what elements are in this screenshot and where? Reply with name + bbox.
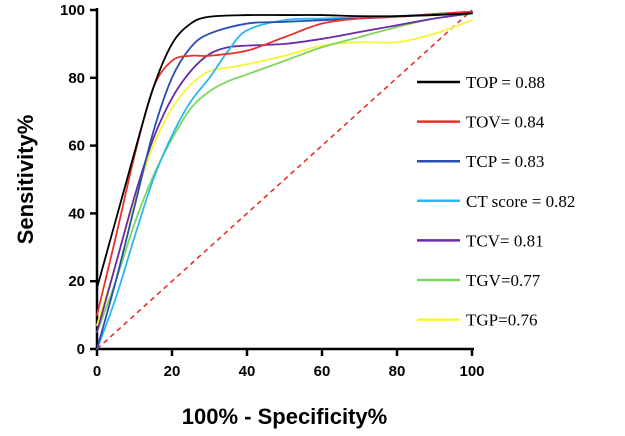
y-tick-label: 80 — [68, 70, 85, 87]
reference-diagonal-line — [96, 9, 473, 350]
x-tick-label: 20 — [164, 363, 181, 380]
legend-label: CT score = 0.82 — [466, 192, 575, 211]
legend-label: TGV=0.77 — [466, 271, 541, 290]
y-tick-label: 20 — [68, 273, 85, 290]
ticks: 0 20 40 60 80 100 0 20 40 60 80 100 — [60, 2, 485, 380]
y-tick-label: 40 — [68, 205, 85, 222]
legend-label: TOP = 0.88 — [466, 73, 545, 92]
series-line-6 — [96, 12, 473, 333]
legend-label: TCV= 0.81 — [466, 231, 544, 250]
legend-label: TOV= 0.84 — [466, 113, 545, 132]
x-tick-label: 100 — [459, 363, 484, 380]
x-axis-title: 100% - Specificity% — [182, 404, 387, 429]
legend: TOP = 0.88 TOV= 0.84 TCP = 0.83 CT score = … — [417, 73, 575, 330]
y-tick-label: 100 — [60, 2, 85, 19]
axes — [95, 8, 474, 351]
y-axis-title: Sensitivity% — [13, 115, 38, 245]
reference-line-group — [96, 9, 473, 350]
legend-label: TCP = 0.83 — [466, 152, 544, 171]
x-tick-label: 60 — [314, 363, 331, 380]
series-line-5 — [96, 12, 473, 333]
y-tick-label: 0 — [77, 341, 85, 358]
series-line-7 — [96, 19, 473, 327]
x-tick-label: 0 — [93, 363, 101, 380]
x-tick-label: 40 — [239, 363, 256, 380]
series-line-2 — [96, 10, 473, 316]
series-layer — [96, 10, 473, 350]
legend-label: TGP=0.76 — [466, 311, 537, 330]
x-tick-label: 80 — [389, 363, 406, 380]
series-line-1 — [96, 12, 473, 289]
y-tick-label: 60 — [68, 138, 85, 155]
